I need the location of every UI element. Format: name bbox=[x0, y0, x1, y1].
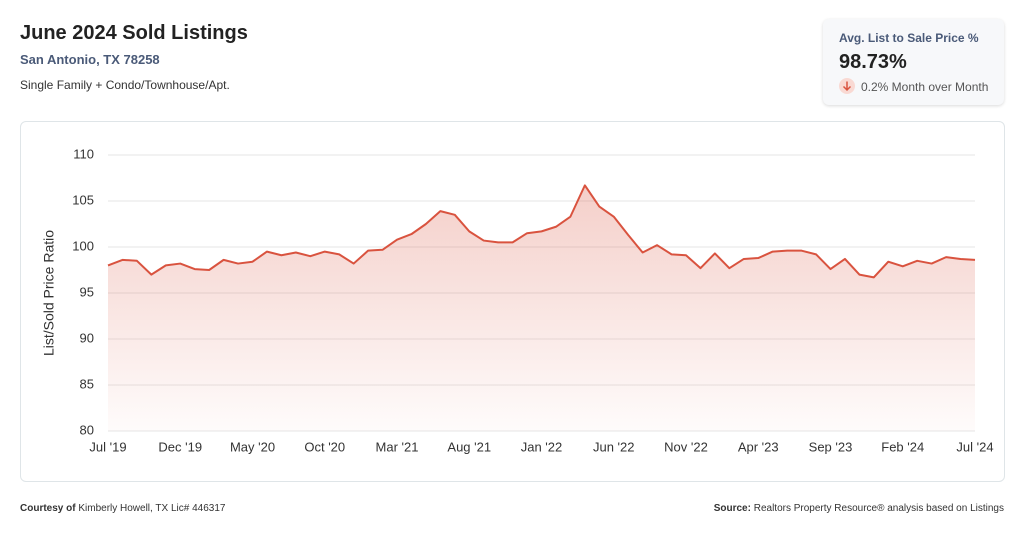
x-tick-label: Oct '20 bbox=[304, 439, 345, 454]
x-tick-label: Sep '23 bbox=[809, 439, 853, 454]
courtesy: Courtesy of Kimberly Howell, TX Lic# 446… bbox=[20, 503, 225, 514]
y-tick-label: 85 bbox=[80, 376, 94, 391]
x-tick-label: Jan '22 bbox=[521, 439, 563, 454]
chart-card bbox=[20, 121, 1005, 482]
kpi-label: Avg. List to Sale Price % bbox=[839, 31, 979, 45]
kpi-box: Avg. List to Sale Price % 98.73% 0.2% Mo… bbox=[823, 19, 1004, 105]
x-tick-label: Aug '21 bbox=[447, 439, 491, 454]
source: Source: Realtors Property Resource® anal… bbox=[714, 503, 1004, 514]
x-tick-label: Dec '19 bbox=[158, 439, 202, 454]
y-tick-label: 110 bbox=[73, 146, 94, 161]
y-tick-label: 95 bbox=[80, 284, 94, 299]
y-tick-label: 105 bbox=[72, 192, 94, 207]
chart: List/Sold Price Ratio 80 85 90 95 100 105 110 J… bbox=[41, 146, 994, 454]
area bbox=[108, 185, 975, 431]
kpi-value: 98.73% bbox=[839, 51, 907, 73]
x-tick-label: Mar '21 bbox=[376, 439, 419, 454]
x-tick-label: Nov '22 bbox=[664, 439, 708, 454]
source-text: Realtors Property Resource® analysis bas… bbox=[753, 503, 1004, 514]
y-tick-label: 80 bbox=[80, 422, 94, 437]
line bbox=[107, 184, 976, 279]
kpi-change: 0.2% Month over Month bbox=[861, 80, 989, 94]
source-label: Source: bbox=[713, 503, 751, 514]
courtesy-label: Courtesy of bbox=[20, 503, 76, 514]
down-icon bbox=[839, 78, 855, 94]
x-tick-label: May '20 bbox=[230, 439, 275, 454]
y-tick-label: 90 bbox=[80, 330, 94, 345]
property-types: Single Family + Condo/Townhouse/Apt. bbox=[20, 78, 230, 92]
courtesy-text: Kimberly Howell, TX Lic# 446317 bbox=[78, 503, 226, 514]
x-tick-label: Jun '22 bbox=[593, 439, 635, 454]
location: San Antonio, TX 78258 bbox=[20, 52, 160, 67]
y-tick-label: 100 bbox=[72, 238, 94, 253]
x-tick-label: Apr '23 bbox=[738, 439, 779, 454]
title: June 2024 Sold Listings bbox=[20, 22, 248, 44]
x-tick-label: Feb '24 bbox=[881, 439, 924, 454]
x-tick-label: Jul '24 bbox=[956, 439, 993, 454]
x-tick-label: Jul '19 bbox=[89, 439, 126, 454]
y-axis-label: List/Sold Price Ratio bbox=[41, 230, 57, 356]
